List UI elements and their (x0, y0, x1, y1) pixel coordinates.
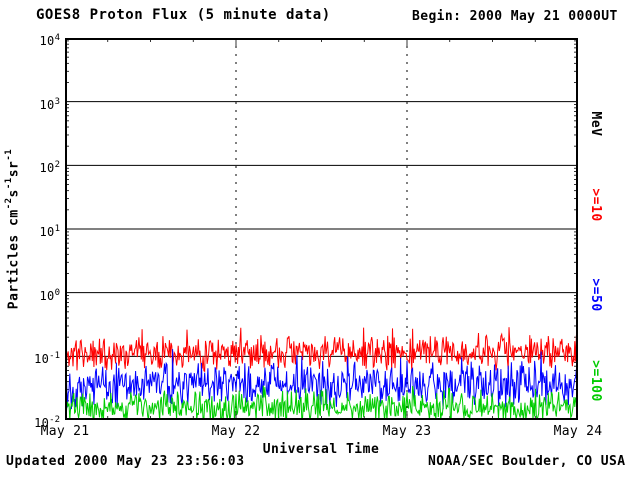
y-tick-label: 10-1 (34, 351, 60, 367)
x-tick-label: May 21 (40, 424, 90, 439)
series--10-mev (65, 327, 578, 373)
plot-svg (65, 38, 578, 420)
begin-time-label: Begin: 2000 May 21 0000UT (412, 9, 618, 24)
y-tick-label: 100 (39, 287, 60, 303)
right-axis-label-50: >=50 (588, 278, 603, 312)
series--50-mev (65, 349, 578, 410)
x-tick-label: May 22 (211, 424, 261, 439)
y-tick-label: 10-2 (34, 415, 60, 430)
y-tick-label: 102 (39, 160, 60, 176)
updated-timestamp: Updated 2000 May 23 23:56:03 (6, 454, 245, 469)
right-axis-label-100: >=100 (588, 360, 603, 402)
x-axis-label: Universal Time (262, 442, 380, 457)
right-axis-label-mev: MeV (588, 111, 603, 137)
right-axis-label-10: >=10 (588, 188, 603, 222)
y-axis-label-text: s (6, 189, 22, 198)
y-axis-label-exp: -2 (4, 197, 14, 210)
source-credit: NOAA/SEC Boulder, CO USA (428, 454, 626, 469)
x-tick-label: May 23 (382, 424, 432, 439)
y-axis-label-exp: -1 (4, 177, 14, 190)
y-tick-label: 104 (39, 33, 60, 48)
series--100-mev (65, 385, 578, 420)
chart-title: GOES8 Proton Flux (5 minute data) (36, 7, 331, 23)
y-tick-label: 101 (39, 224, 60, 239)
y-tick-label: 103 (39, 96, 60, 112)
x-tick-label: May 24 (553, 424, 603, 439)
